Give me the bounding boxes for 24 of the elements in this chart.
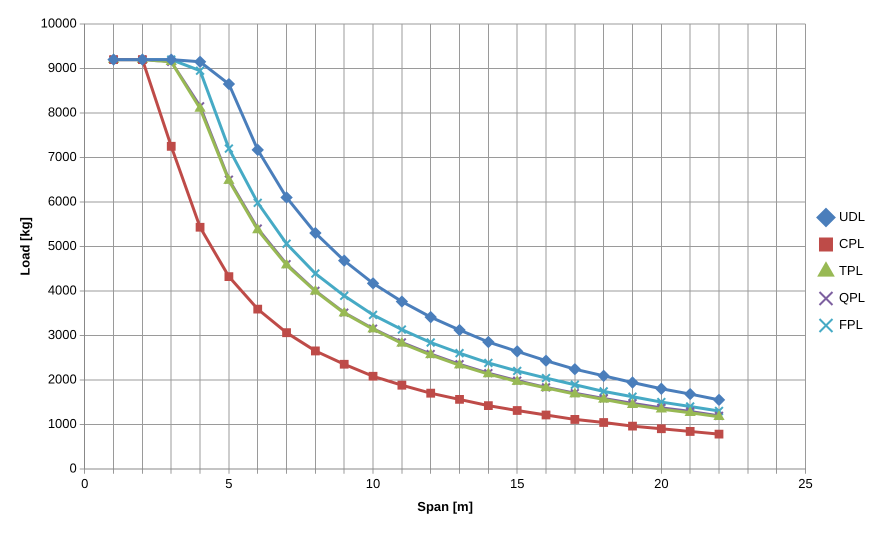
y-tick-label: 2000	[48, 371, 77, 386]
legend-label: UDL	[838, 209, 866, 224]
legend-label: TPL	[838, 263, 863, 278]
y-tick-label: 8000	[48, 104, 77, 120]
y-tick-label: 0	[70, 460, 77, 476]
legend-label: QPL	[838, 290, 866, 306]
y-tick-label: 6000	[48, 194, 77, 208]
y-tick-label: 10000	[40, 16, 77, 31]
y-tick-label: 3000	[48, 326, 77, 342]
y-axis-title: Load [kg]	[17, 217, 32, 276]
legend-label: FPL	[838, 317, 863, 332]
y-tick-label: 9000	[48, 60, 77, 76]
x-tick-label: 5	[225, 476, 233, 492]
legend-label: CPL	[838, 236, 864, 252]
x-tick-label: 25	[798, 476, 813, 492]
x-tick-label: 0	[81, 476, 88, 492]
x-axis-title: Span [m]	[417, 498, 473, 514]
x-tick-label: 15	[510, 476, 524, 492]
y-tick-label: 4000	[48, 282, 77, 298]
x-tick-label: 10	[366, 476, 380, 492]
y-tick-label: 5000	[48, 238, 77, 253]
x-tick-label: 20	[654, 476, 669, 492]
y-tick-label: 7000	[48, 149, 77, 164]
y-tick-label: 1000	[48, 416, 77, 431]
